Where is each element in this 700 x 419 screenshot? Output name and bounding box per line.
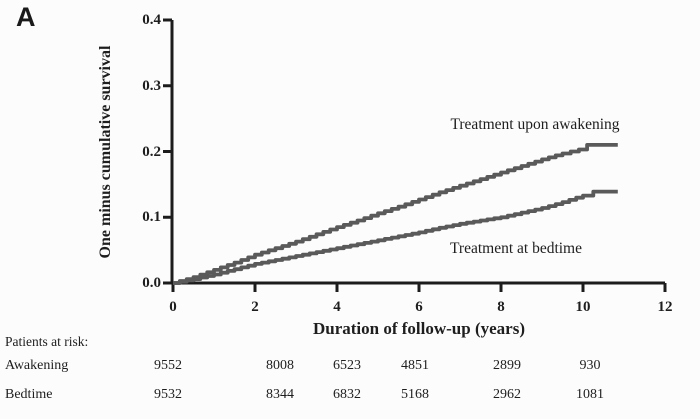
x-tick-label: 8 bbox=[497, 299, 505, 315]
x-tick-label: 12 bbox=[657, 299, 673, 315]
y-tick-label: 0.1 bbox=[142, 209, 161, 226]
panel-label: A bbox=[16, 2, 36, 32]
risk-value: 2899 bbox=[493, 358, 521, 373]
x-axis-title: Duration of follow-up (years) bbox=[312, 319, 525, 338]
risk-value: 4851 bbox=[401, 358, 429, 373]
survival-plot bbox=[163, 18, 667, 292]
risk-row: Bedtime 9532 8344 6832 5168 2962 1081 bbox=[0, 387, 700, 405]
y-tick-label: 0.4 bbox=[142, 12, 161, 28]
bedtime-curve-label: Treatment at bedtime bbox=[449, 240, 582, 257]
risk-value: 6523 bbox=[333, 358, 361, 373]
awakening-curve-label: Treatment upon awakening bbox=[450, 116, 620, 133]
risk-value: 5168 bbox=[401, 387, 429, 402]
x-tick-label: 10 bbox=[575, 299, 591, 315]
risk-value: 1081 bbox=[576, 387, 604, 402]
risk-value: 8008 bbox=[266, 358, 294, 373]
risk-value: 2962 bbox=[493, 387, 521, 402]
risk-row-label: Bedtime bbox=[5, 387, 53, 402]
awakening-curve bbox=[173, 143, 618, 285]
x-tick-label: 0 bbox=[169, 299, 177, 315]
risk-value: 6832 bbox=[333, 387, 361, 402]
x-tick-label: 2 bbox=[251, 299, 259, 315]
risk-value: 930 bbox=[579, 358, 601, 373]
risk-value: 8344 bbox=[266, 387, 294, 402]
risk-value: 9552 bbox=[154, 358, 182, 373]
axis-ticks bbox=[163, 18, 667, 292]
y-tick-label: 0.2 bbox=[142, 143, 161, 160]
x-tick-label: 6 bbox=[415, 299, 423, 315]
y-tick-label: 0.0 bbox=[142, 275, 161, 291]
risk-row-label: Awakening bbox=[5, 358, 69, 373]
bedtime-curve bbox=[173, 189, 618, 285]
y-tick-label: 0.3 bbox=[142, 77, 161, 94]
patients-at-risk-label: Patients at risk: bbox=[5, 334, 89, 349]
risk-value: 9532 bbox=[154, 387, 182, 402]
x-tick-label: 4 bbox=[333, 299, 341, 315]
risk-row: Awakening 9552 8008 6523 4851 2899 930 bbox=[0, 358, 700, 376]
